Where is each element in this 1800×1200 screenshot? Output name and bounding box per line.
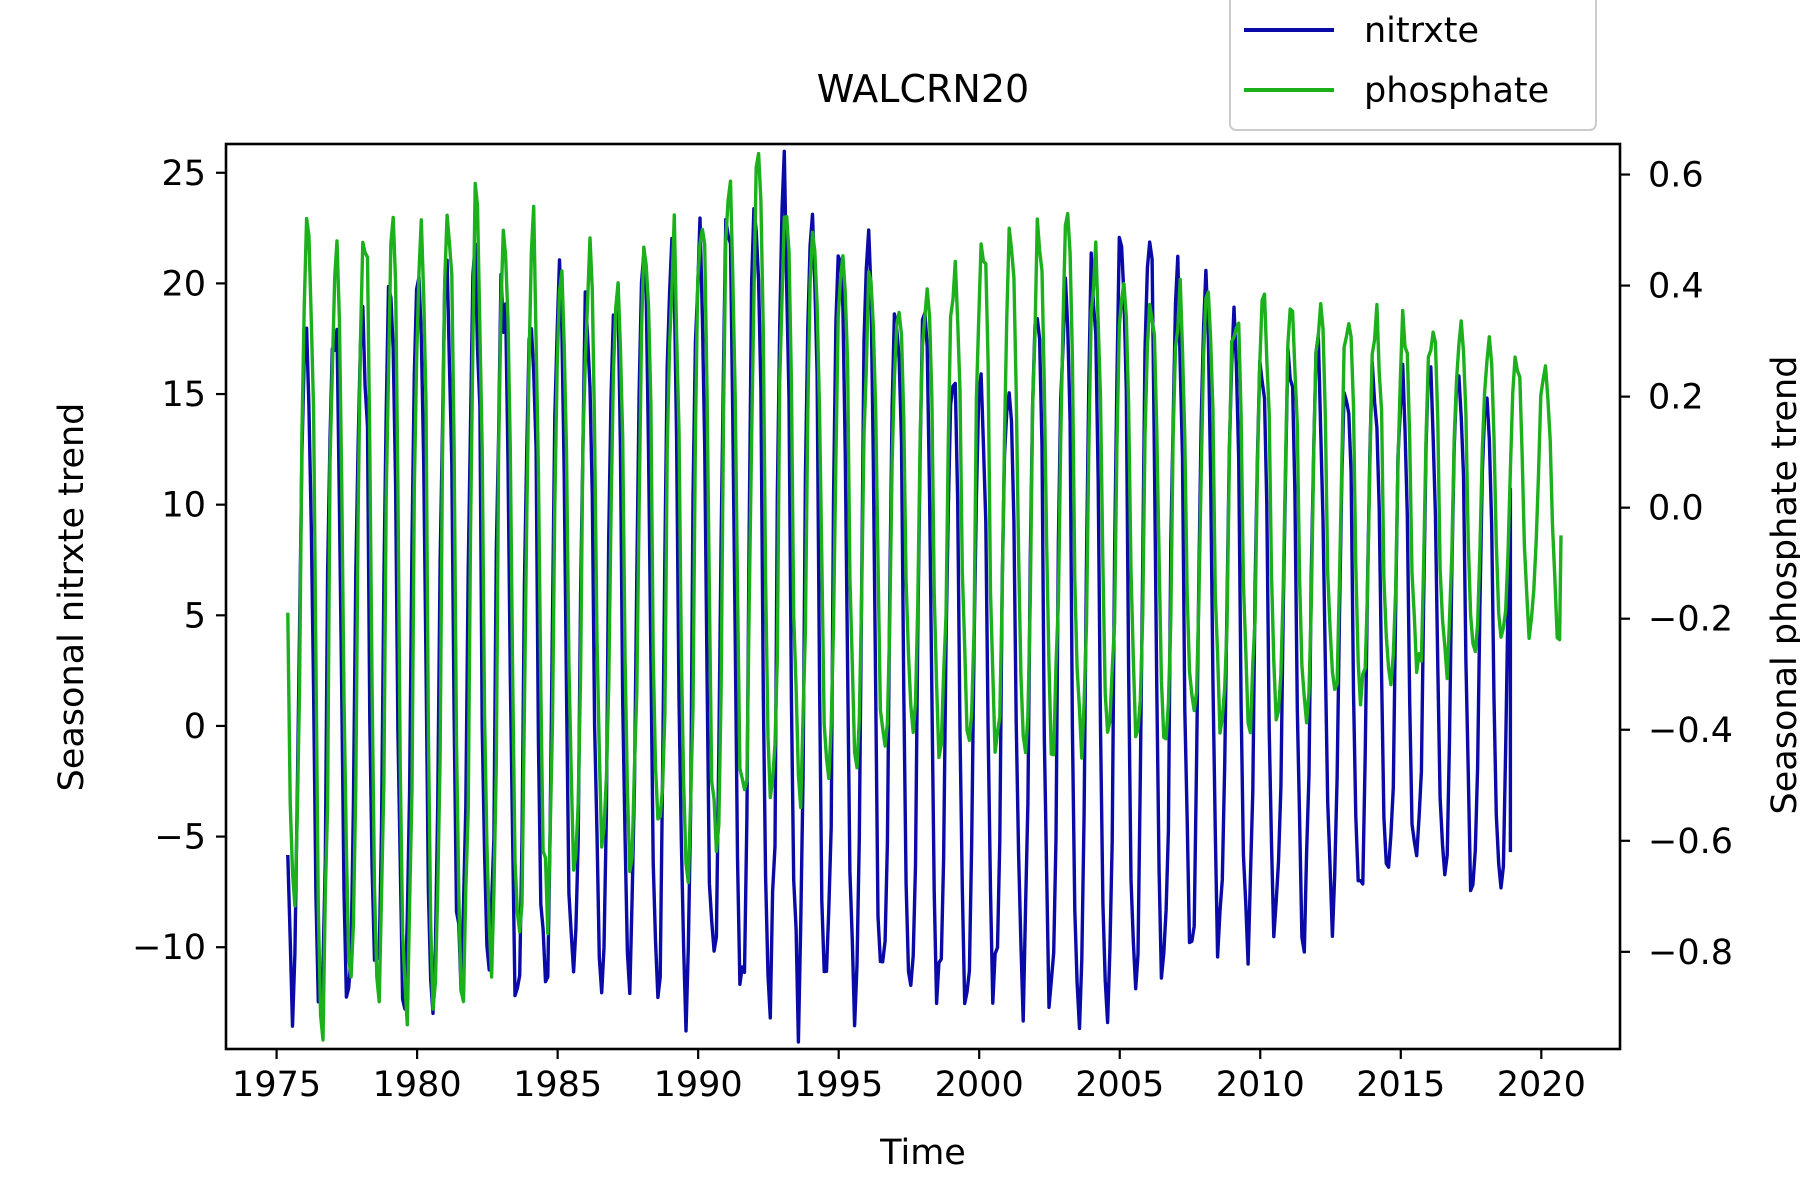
y-right-tick-label: −0.8 [1648,933,1733,973]
y-right-tick-label: 0.2 [1648,378,1704,418]
y-right-tick-label: 0.0 [1648,489,1704,529]
y-left-tick-label: 15 [161,375,206,415]
y-left-tick-label: −10 [132,928,206,968]
legend-label-nitrxte: nitrxte [1364,11,1479,51]
x-tick-label: 2005 [1075,1065,1164,1105]
x-tick-label: 2015 [1356,1065,1445,1105]
legend: nitrxte phosphate [1230,0,1596,130]
y-left-tick-label: 0 [184,707,206,747]
y-left-tick-label: 10 [161,486,206,526]
x-tick-label: 2020 [1497,1065,1586,1105]
y-left-tick-label: 5 [184,596,206,636]
x-tick-label: 1995 [794,1065,883,1105]
y-left-tick-label: 25 [161,154,206,194]
x-tick-label: 1985 [513,1065,602,1105]
chart-title: WALCRN20 [817,67,1029,111]
y-right-tick-label: −0.2 [1648,600,1733,640]
y-right-tick-label: −0.4 [1648,711,1733,751]
y-left-tick-label: 20 [161,264,206,304]
x-tick-label: 1990 [654,1065,743,1105]
y-axis-left-label: Seasonal nitrxte trend [52,403,92,792]
x-tick-label: 1980 [373,1065,462,1105]
x-axis-label: Time [879,1133,966,1173]
legend-label-phosphate: phosphate [1364,71,1549,111]
y-axis-right-label: Seasonal phosphate trend [1765,356,1800,815]
y-right-tick-label: −0.6 [1648,822,1733,862]
x-tick-label: 1975 [232,1065,321,1105]
x-tick-label: 2000 [935,1065,1024,1105]
y-right-tick-label: 0.6 [1648,156,1704,196]
x-tick-label: 2010 [1216,1065,1305,1105]
y-left-tick-label: −5 [154,818,206,858]
y-right-tick-label: 0.4 [1648,267,1704,307]
